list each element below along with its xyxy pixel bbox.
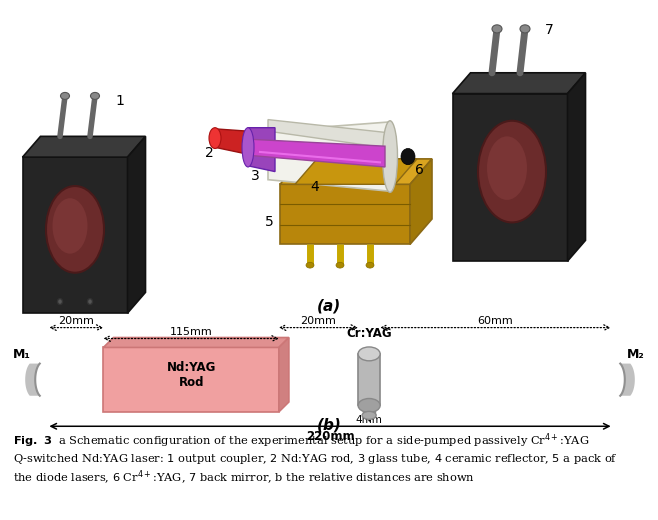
Bar xyxy=(22,157,128,313)
Ellipse shape xyxy=(57,298,63,305)
Ellipse shape xyxy=(358,347,380,361)
Text: 115mm: 115mm xyxy=(170,327,213,336)
Text: 7: 7 xyxy=(545,22,554,36)
Ellipse shape xyxy=(46,186,104,272)
Text: (a): (a) xyxy=(317,298,341,314)
Ellipse shape xyxy=(53,198,88,254)
Text: 4: 4 xyxy=(310,180,318,194)
Ellipse shape xyxy=(242,128,254,167)
Ellipse shape xyxy=(61,93,70,99)
Ellipse shape xyxy=(336,262,344,268)
Text: 60mm: 60mm xyxy=(478,316,513,326)
Polygon shape xyxy=(295,159,417,184)
Bar xyxy=(280,184,410,244)
Ellipse shape xyxy=(362,411,376,419)
Ellipse shape xyxy=(492,25,502,33)
Ellipse shape xyxy=(366,262,374,268)
Polygon shape xyxy=(410,159,432,244)
Ellipse shape xyxy=(382,121,397,192)
Text: 4mm: 4mm xyxy=(356,415,382,425)
Text: 2: 2 xyxy=(205,146,214,160)
Ellipse shape xyxy=(520,25,530,33)
Polygon shape xyxy=(250,139,385,167)
Polygon shape xyxy=(22,136,145,157)
Text: 220mm: 220mm xyxy=(306,430,354,443)
Ellipse shape xyxy=(88,298,93,305)
Polygon shape xyxy=(215,129,248,154)
Ellipse shape xyxy=(358,398,380,412)
Polygon shape xyxy=(268,122,390,191)
Text: 20mm: 20mm xyxy=(301,316,336,326)
Polygon shape xyxy=(567,73,586,261)
Polygon shape xyxy=(280,159,432,184)
Ellipse shape xyxy=(306,262,314,268)
Text: $\bf{Fig.\ 3}$  a Schematic configuration of the experimental setup for a side-p: $\bf{Fig.\ 3}$ a Schematic configuration… xyxy=(13,432,618,487)
Text: Nd:YAG
Rod: Nd:YAG Rod xyxy=(166,361,216,389)
Polygon shape xyxy=(279,337,289,412)
Polygon shape xyxy=(248,131,268,168)
Text: 20mm: 20mm xyxy=(59,316,94,326)
Text: 6: 6 xyxy=(415,163,424,177)
Polygon shape xyxy=(453,73,586,94)
Ellipse shape xyxy=(209,128,221,149)
Bar xyxy=(453,94,567,261)
Bar xyxy=(103,347,279,412)
Polygon shape xyxy=(128,136,145,313)
Ellipse shape xyxy=(487,136,527,200)
Polygon shape xyxy=(103,337,289,347)
Polygon shape xyxy=(268,120,395,149)
Bar xyxy=(358,354,380,406)
Bar xyxy=(363,402,375,415)
Text: M₂: M₂ xyxy=(627,348,645,361)
Text: 1: 1 xyxy=(115,94,124,108)
Text: 3: 3 xyxy=(251,168,260,183)
Ellipse shape xyxy=(401,149,415,165)
Text: M₁: M₁ xyxy=(13,348,31,361)
Text: 5: 5 xyxy=(265,215,274,229)
Text: (b): (b) xyxy=(316,417,342,432)
Polygon shape xyxy=(248,128,275,172)
Text: Cr:YAG: Cr:YAG xyxy=(346,327,392,340)
Ellipse shape xyxy=(478,121,546,223)
Ellipse shape xyxy=(91,93,99,99)
